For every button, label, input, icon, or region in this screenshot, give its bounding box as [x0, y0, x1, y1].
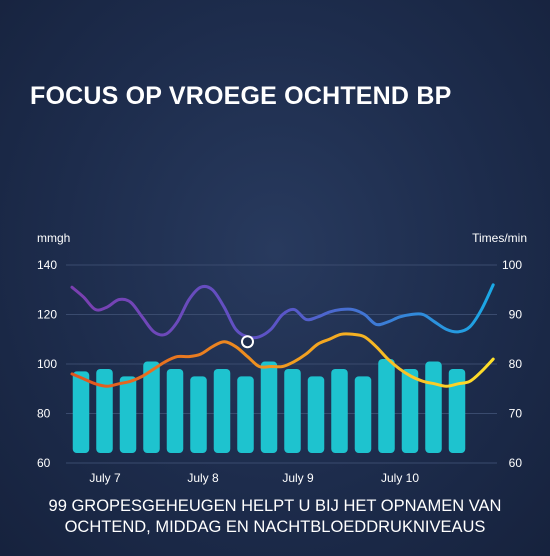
x-tick-label: July 8	[187, 471, 219, 485]
bar	[260, 361, 278, 453]
y-axis-label-left: mmgh	[37, 231, 70, 245]
y-tick-label-right: 80	[509, 357, 523, 371]
highlight-point	[241, 335, 254, 349]
caption-line-2: OCHTEND, MIDDAG EN NACHTBLOEDDRUKNIVEAUS	[64, 518, 486, 536]
bar	[448, 368, 466, 453]
x-tick-label: July 7	[89, 471, 121, 485]
y-tick-label-left: 60	[37, 456, 51, 470]
y-axis-label-right: Times/min	[472, 231, 527, 245]
bar	[378, 359, 395, 453]
y-tick-label-left: 140	[37, 258, 57, 272]
bar	[119, 376, 137, 453]
y-tick-label-right: 70	[509, 407, 523, 421]
x-tick-label: July 9	[282, 471, 314, 485]
y-tick-label-left: 100	[37, 357, 57, 371]
bar	[213, 368, 231, 453]
x-tick-label: July 10	[381, 471, 419, 485]
bar	[354, 376, 372, 453]
bar	[425, 361, 442, 453]
bar	[96, 368, 113, 453]
bar	[284, 368, 301, 453]
pressure-line	[70, 283, 495, 340]
caption-line-1: 99 GROPESGEHEUGEN HELPT U BIJ HET OPNAME…	[48, 497, 502, 515]
bar	[166, 368, 184, 453]
bar	[190, 376, 207, 453]
bar	[401, 368, 419, 453]
y-tick-label-left: 120	[37, 308, 57, 322]
caption: 99 GROPESGEHEUGEN HELPT U BIJ HET OPNAME…	[0, 496, 550, 538]
y-tick-label-right: 100	[502, 258, 522, 272]
bar	[237, 376, 254, 453]
chart-title: FOCUS OP VROEGE OCHTEND BP	[30, 82, 452, 110]
rate-line	[70, 332, 495, 388]
bar	[72, 371, 90, 453]
y-tick-label-right: 60	[509, 456, 523, 470]
bar	[143, 361, 160, 453]
y-tick-label-right: 90	[509, 308, 523, 322]
bar	[307, 376, 325, 453]
y-tick-label-left: 80	[37, 407, 51, 421]
bar	[331, 368, 348, 453]
